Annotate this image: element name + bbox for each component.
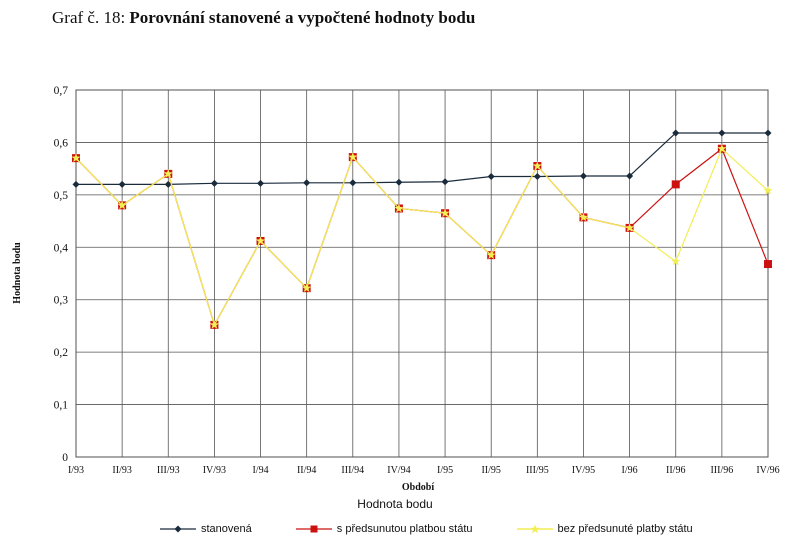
data-point — [533, 173, 541, 181]
data-point — [440, 208, 450, 218]
data-point — [255, 236, 266, 245]
data-point — [209, 320, 219, 329]
chart-subtitle: Hodnota bodu — [357, 497, 433, 511]
data-point — [118, 180, 126, 188]
data-point — [578, 212, 589, 222]
x-tick-label: IV/94 — [387, 465, 410, 476]
x-axis-ticks: I/93 II/93 III/93 IV/93 I/94 II/94 III/94 IV/94… — [68, 465, 780, 476]
x-tick-label: III/94 — [341, 465, 364, 476]
data-point — [717, 143, 727, 153]
legend-square-icon — [295, 525, 332, 533]
data-point — [671, 256, 681, 266]
y-tick-label: 0,7 — [54, 85, 69, 97]
x-tick-label: II/93 — [112, 465, 131, 476]
data-point — [71, 153, 81, 163]
x-tick-label: I/93 — [68, 465, 84, 476]
y-tick-label: 0 — [62, 452, 68, 464]
x-tick-label: III/95 — [526, 465, 549, 476]
data-point — [395, 178, 403, 186]
y-axis-ticks: 0 0,1 0,2 0,3 0,4 0,5 0,6 0,7 — [54, 85, 69, 464]
chart-title-prefix: Graf č. 18: — [52, 8, 130, 27]
legend-item-stanovena: stanovená — [160, 523, 252, 535]
legend-item-bez-predsunute: bez předsunuté platby státu — [516, 523, 693, 535]
data-point — [394, 203, 404, 213]
x-tick-label: III/93 — [157, 465, 180, 476]
series-0 — [72, 129, 772, 188]
x-tick-label: IV/95 — [572, 465, 595, 476]
data-point — [579, 172, 587, 180]
data-point — [764, 129, 772, 137]
plot-area — [75, 89, 769, 458]
y-tick-label: 0,4 — [54, 242, 69, 254]
y-tick-label: 0,2 — [54, 347, 69, 359]
legend-diamond-icon — [160, 525, 196, 533]
data-point — [163, 169, 173, 178]
x-tick-label: III/96 — [710, 465, 733, 476]
x-tick-label: II/95 — [481, 465, 500, 476]
data-point — [486, 250, 496, 260]
x-tick-label: II/94 — [297, 465, 316, 476]
data-point — [487, 173, 495, 181]
data-point — [764, 260, 772, 269]
series-2 — [71, 143, 773, 329]
y-tick-label: 0,6 — [54, 137, 69, 149]
y-tick-label: 0,5 — [54, 190, 69, 202]
data-point — [763, 185, 773, 195]
legend: stanovená s předsunutou platbou státu be… — [160, 523, 737, 535]
chart-title: Graf č. 18: Porovnání stanovené a vypočt… — [52, 8, 475, 28]
x-axis-label: Období — [402, 482, 434, 493]
data-point — [210, 179, 218, 187]
chart-title-main: Porovnání stanovené a vypočtené hodnoty … — [129, 8, 476, 27]
data-point — [348, 152, 358, 161]
series-line — [76, 132, 768, 185]
y-tick-label: 0,1 — [54, 400, 69, 412]
series-line — [75, 147, 769, 327]
y-axis-label: Hodnota bodu — [12, 242, 23, 304]
legend-item-s-predsunutou: s předsunutou platbou státu — [295, 523, 473, 535]
x-tick-label: IV/96 — [756, 465, 779, 476]
data-point — [672, 129, 680, 137]
x-tick-label: I/95 — [437, 465, 453, 476]
data-point — [117, 200, 127, 210]
data-point — [532, 161, 542, 170]
grid-lines — [75, 89, 769, 458]
data-point — [257, 179, 265, 187]
x-tick-label: IV/93 — [203, 465, 226, 476]
x-tick-label: I/94 — [252, 465, 268, 476]
data-point — [718, 129, 726, 137]
data-point — [164, 180, 172, 188]
data-point — [671, 180, 680, 189]
x-tick-label: II/96 — [666, 465, 685, 476]
data-point — [302, 283, 312, 293]
series-group — [71, 129, 773, 329]
data-point — [349, 179, 357, 187]
data-point — [626, 172, 634, 180]
data-point — [72, 180, 80, 188]
data-point — [625, 223, 635, 232]
data-point — [441, 178, 449, 186]
legend-label-bez-predsunute: bez předsunuté platby státu — [557, 523, 693, 535]
x-tick-label: I/96 — [622, 465, 638, 476]
legend-label-stanovena: stanovená — [201, 523, 252, 535]
legend-label-s-predsunutou: s předsunutou platbou státu — [336, 523, 473, 535]
data-point — [303, 179, 311, 187]
y-tick-label: 0,3 — [54, 295, 69, 307]
legend-star-icon — [516, 524, 553, 534]
